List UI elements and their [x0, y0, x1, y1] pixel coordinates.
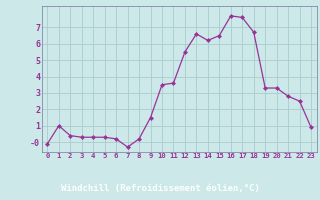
Text: Windchill (Refroidissement éolien,°C): Windchill (Refroidissement éolien,°C): [60, 184, 260, 193]
